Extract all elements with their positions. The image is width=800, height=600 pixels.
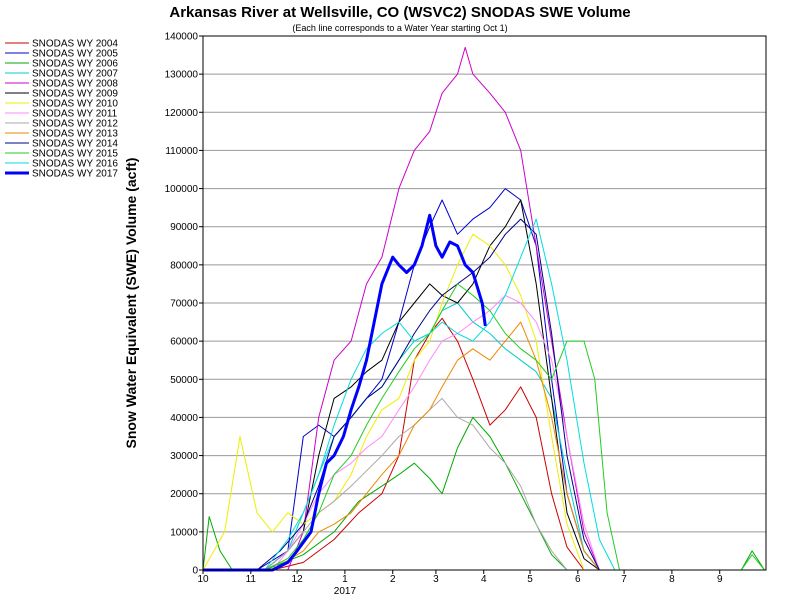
x-tick-label: 8 (669, 574, 675, 585)
legend-label-snodas-wy-2011: SNODAS WY 2011 (32, 109, 118, 120)
series-line-snodas-wy-2014 (203, 218, 765, 571)
y-tick-label: 0 (192, 566, 198, 577)
legend-label-snodas-wy-2006: SNODAS WY 2006 (32, 59, 118, 70)
legend-label-snodas-wy-2009: SNODAS WY 2009 (32, 89, 118, 100)
y-tick-label: 80000 (170, 260, 198, 271)
x-tick-label: 5 (527, 574, 533, 585)
y-tick-label: 60000 (170, 337, 198, 348)
y-tick-label: 110000 (165, 146, 198, 157)
x-tick-label: 10 (197, 574, 209, 585)
x-tick-label: 2 (390, 574, 396, 585)
y-tick-label: 100000 (165, 184, 199, 195)
y-tick-label: 70000 (170, 299, 198, 310)
series-line-snodas-wy-2011 (203, 294, 765, 571)
legend-label-snodas-wy-2013: SNODAS WY 2013 (32, 129, 118, 140)
y-tick-label: 20000 (170, 489, 198, 500)
y-tick-label: 40000 (170, 413, 198, 424)
x-tick-label: 1 (342, 574, 348, 585)
series-line-snodas-wy-2012 (203, 397, 765, 571)
y-tick-label: 10000 (170, 527, 198, 538)
y-tick-label: 50000 (170, 375, 198, 386)
y-tick-label: 90000 (170, 222, 198, 233)
x-tick-label: 6 (575, 574, 581, 585)
legend-label-snodas-wy-2012: SNODAS WY 2012 (32, 119, 118, 130)
x-tick-label: 12 (292, 574, 304, 585)
series-line-snodas-wy-2010 (202, 233, 765, 571)
x-axis-ticks: 10 11 12 1 2 3 4 5 6 7 8 9 (197, 570, 723, 585)
legend-label-snodas-wy-2014: SNODAS WY 2014 (32, 139, 118, 150)
legend-label-snodas-wy-2004: SNODAS WY 2004 (32, 39, 118, 50)
gridlines (203, 73, 766, 533)
series-line-snodas-wy-2015 (203, 283, 765, 571)
x-tick-label: 11 (246, 574, 257, 585)
series-line-snodas-wy-2007 (203, 302, 765, 571)
series-line-snodas-wy-2009 (203, 199, 765, 571)
legend-label-snodas-wy-2005: SNODAS WY 2005 (32, 49, 118, 60)
x-tick-label: 9 (717, 574, 723, 585)
y-tick-label: 140000 (165, 32, 199, 43)
x-tick-label: 4 (481, 574, 487, 585)
legend-label-snodas-wy-2017: SNODAS WY 2017 (32, 169, 118, 180)
y-axis-ticks: 0 10000 20000 30000 40000 50000 60000 70000 8000… (165, 32, 203, 577)
legend-label-snodas-wy-2007: SNODAS WY 2007 (32, 69, 118, 80)
series-line-snodas-wy-2005 (203, 188, 765, 571)
y-tick-label: 30000 (170, 451, 198, 462)
x-axis-year-label: 2017 (334, 586, 357, 597)
legend-label-snodas-wy-2015: SNODAS WY 2015 (32, 149, 118, 160)
x-tick-label: 3 (433, 574, 439, 585)
y-axis-label: Snow Water Equivalent (SWE) Volume (acft… (123, 158, 139, 449)
x-tick-label: 7 (621, 574, 627, 585)
legend-label-snodas-wy-2016: SNODAS WY 2016 (32, 159, 118, 170)
y-tick-label: 130000 (165, 70, 199, 81)
series-line-snodas-wy-2013 (203, 321, 765, 571)
series-line-snodas-wy-2016 (203, 218, 765, 571)
series-line-snodas-wy-2017 (203, 213, 487, 572)
series-line-snodas-wy-2004 (203, 317, 765, 571)
series-lines (202, 46, 765, 572)
legend-label-snodas-wy-2010: SNODAS WY 2010 (32, 99, 118, 110)
y-tick-label: 120000 (165, 108, 199, 119)
chart-title: Arkansas River at Wellsville, CO (WSVC2)… (169, 4, 630, 21)
chart-subtitle: (Each line corresponds to a Water Year s… (292, 23, 507, 33)
legend-label-snodas-wy-2008: SNODAS WY 2008 (32, 79, 118, 90)
